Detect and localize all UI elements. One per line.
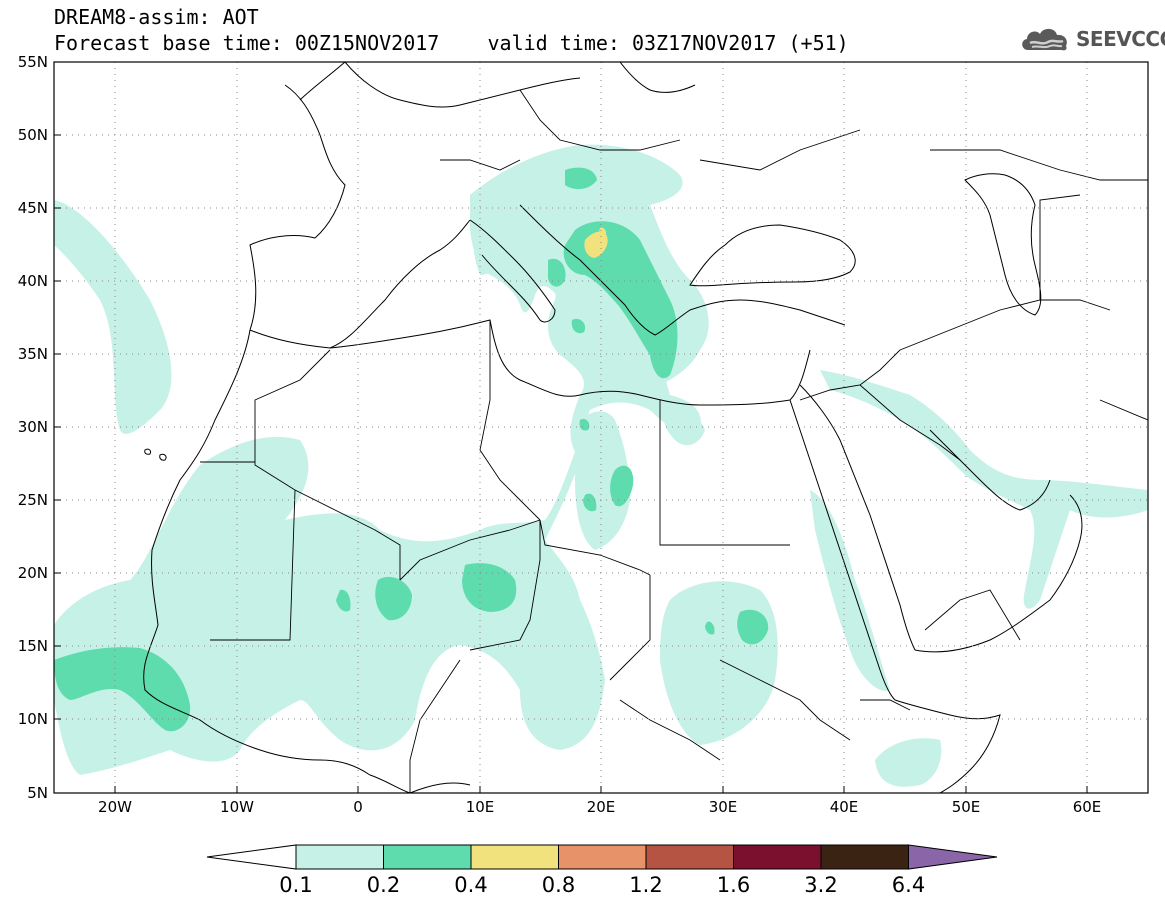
lon-label: 20W: [98, 798, 132, 816]
lat-label: 10N: [18, 710, 48, 728]
lat-label: 55N: [18, 53, 48, 71]
coastlines: [143, 62, 1083, 793]
latitude-labels: 55N 50N 45N 40N 35N 30N 25N 20N 15N 10N …: [18, 53, 48, 802]
colorbar-label: 1.2: [629, 873, 662, 897]
lon-label: 10W: [220, 798, 254, 816]
lon-label: 20E: [587, 798, 616, 816]
colorbar-label: 0.1: [279, 873, 312, 897]
lat-label: 45N: [18, 199, 48, 217]
colorbar-segment: [558, 844, 647, 870]
colorbar-label: 3.2: [804, 873, 837, 897]
valid-time: valid time: 03Z17NOV2017 (+51): [487, 31, 849, 55]
time-info-line: Forecast base time: 00Z15NOV2017 valid t…: [54, 32, 849, 54]
logo-text: SEEVCCC: [1076, 27, 1165, 51]
lon-label: 40E: [830, 798, 859, 816]
lat-label: 40N: [18, 272, 48, 290]
colorbar-segment: [295, 844, 384, 870]
lat-label: 15N: [18, 637, 48, 655]
lon-label: 30E: [709, 798, 738, 816]
lat-label: 35N: [18, 345, 48, 363]
colorbar-labels: 0.1 0.2 0.4 0.8 1.2 1.6 3.2 6.4: [279, 873, 925, 897]
colorbar-segment: [733, 844, 822, 870]
colorbar-segment: [383, 844, 472, 870]
lat-label: 30N: [18, 418, 48, 436]
lon-label: 50E: [952, 798, 981, 816]
aot-level-0-4: [584, 227, 608, 258]
colorbar-label: 0.2: [367, 873, 400, 897]
tick-marks: [54, 134, 1088, 793]
lat-label: 20N: [18, 564, 48, 582]
colorbar-segment: [470, 844, 559, 870]
lat-label: 50N: [18, 126, 48, 144]
colorbar-arrow-right: [908, 844, 998, 870]
longitude-labels: 20W 10W 0 10E 20E 30E 40E 50E 60E: [98, 798, 1101, 816]
colorbar: [206, 844, 998, 870]
colorbar-label: 6.4: [892, 873, 925, 897]
map-title: DREAM8-assim: AOT: [54, 5, 259, 29]
gridlines: [54, 62, 1148, 793]
colorbar-label: 0.4: [454, 873, 487, 897]
colorbar-segment: [645, 844, 734, 870]
colorbar-label: 0.8: [542, 873, 575, 897]
colorbar-segment: [820, 844, 909, 870]
lat-label: 5N: [27, 784, 48, 802]
seevccc-logo: SEEVCCC: [1018, 24, 1165, 54]
lon-label: 0: [353, 798, 363, 816]
lon-label: 10E: [466, 798, 495, 816]
lat-label: 25N: [18, 491, 48, 509]
colorbar-arrow-left: [206, 844, 297, 870]
borders: [200, 89, 1148, 793]
lon-label: 60E: [1073, 798, 1102, 816]
cloud-icon: [1022, 28, 1067, 51]
forecast-base-time: Forecast base time: 00Z15NOV2017: [54, 31, 440, 55]
aot-level-0-2: [54, 167, 769, 732]
aot-shading: [54, 144, 1148, 787]
colorbar-label: 1.6: [717, 873, 750, 897]
